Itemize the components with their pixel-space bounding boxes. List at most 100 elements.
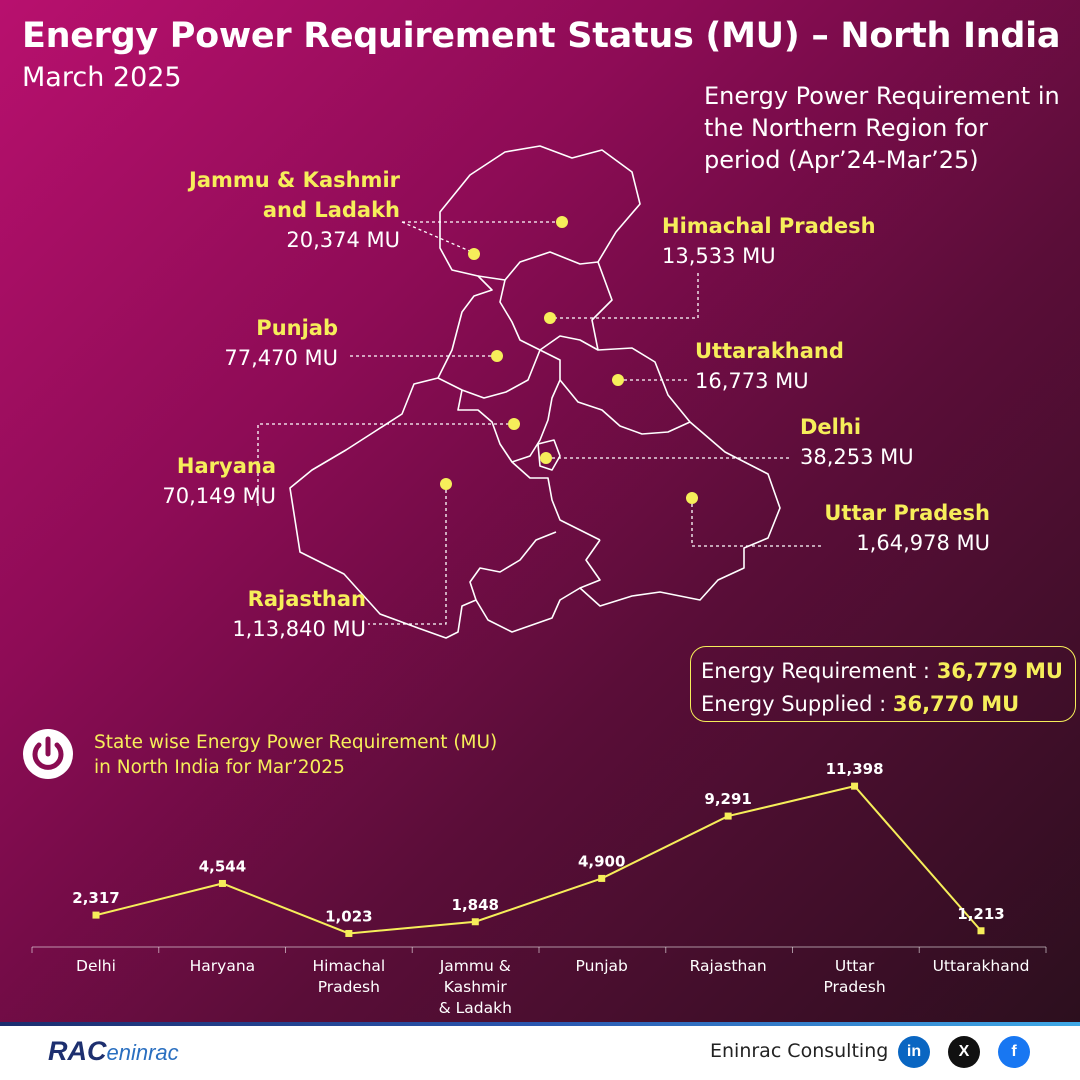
requirement-row: Energy Requirement : 36,779 MU <box>701 655 1075 688</box>
category-label-line: Rajasthan <box>690 957 767 975</box>
data-point <box>218 879 226 887</box>
category-label: Uttarakhand <box>933 957 1030 975</box>
data-label: 1,848 <box>452 896 499 914</box>
state-value: 13,533 MU <box>662 244 776 268</box>
data-point <box>471 918 479 926</box>
label-uttar-pradesh: Uttar Pradesh 1,64,978 MU <box>800 498 990 558</box>
state-value: 70,149 MU <box>162 484 276 508</box>
linkedin-icon[interactable]: in <box>898 1036 930 1068</box>
jk-hp-border <box>477 251 599 281</box>
state-value: 1,64,978 MU <box>856 531 990 555</box>
data-point <box>345 929 353 937</box>
hp-punjab-border <box>499 279 541 351</box>
category-label: Delhi <box>76 957 116 975</box>
power-icon <box>23 729 73 779</box>
state-name: Rajasthan <box>247 587 366 611</box>
label-rajasthan: Rajasthan 1,13,840 MU <box>200 584 366 644</box>
marker-punjab <box>491 350 503 362</box>
requirement-label: Energy Requirement : <box>701 659 937 683</box>
data-point <box>724 812 732 820</box>
data-label: 2,317 <box>72 889 119 907</box>
marker-jk-top <box>556 216 568 228</box>
eninrac-logo[interactable]: RACeninrac <box>48 1036 179 1076</box>
facebook-icon[interactable]: f <box>998 1036 1030 1068</box>
page-subtitle: March 2025 <box>22 62 182 93</box>
line-chart: 2,317 Delhi 4,544 Haryana 1,023 Himachal Prade… <box>72 760 1030 1017</box>
data-point <box>92 911 100 919</box>
data-point <box>851 782 859 790</box>
state-name: Delhi <box>800 415 862 439</box>
marker-uttarakhand <box>612 374 624 386</box>
state-name: Punjab <box>256 316 338 340</box>
state-value: 1,13,840 MU <box>232 617 366 641</box>
category-label: Jammu & Kashmir & Ladakh <box>439 957 512 1017</box>
supplied-value: 36,770 MU <box>892 692 1020 716</box>
category-label: Uttar Pradesh <box>823 957 885 996</box>
leader-hp <box>548 270 699 319</box>
category-label: Rajasthan <box>690 957 767 975</box>
category-label-line: Jammu & <box>439 957 511 975</box>
category-label-line: Uttar <box>835 957 875 975</box>
category-label-line: Himachal <box>312 957 385 975</box>
marker-haryana <box>508 418 520 430</box>
label-punjab: Punjab 77,470 MU <box>180 313 338 373</box>
label-delhi: Delhi 38,253 MU <box>800 412 914 472</box>
x-icon[interactable]: X <box>948 1036 980 1068</box>
state-value: 20,374 MU <box>286 228 400 252</box>
state-value: 77,470 MU <box>224 346 338 370</box>
data-point <box>598 874 606 882</box>
hp-uk-border <box>539 335 599 351</box>
footer: RACeninrac <box>0 1022 1080 1080</box>
data-label: 1,213 <box>957 905 1004 923</box>
chart-title-line2: in North India for Mar’2025 <box>94 757 345 778</box>
marker-delhi <box>540 452 552 464</box>
chart-title-line1: State wise Energy Power Requirement (MU) <box>94 732 498 753</box>
footer-accent-bar <box>0 1022 1080 1026</box>
state-name: Haryana <box>176 454 276 478</box>
category-label-line: Delhi <box>76 957 116 975</box>
north-india-map <box>257 145 824 639</box>
leader-up <box>691 498 824 547</box>
state-name: Jammu & Kashmir <box>189 168 400 192</box>
state-name: Uttarakhand <box>695 339 844 363</box>
marker-up <box>686 492 698 504</box>
delhi-border <box>537 439 561 471</box>
category-label: Haryana <box>190 957 256 975</box>
haryana-rajasthan-border <box>511 461 601 541</box>
leader-haryana <box>257 423 514 506</box>
data-label: 1,023 <box>325 907 372 925</box>
uk-up-border <box>559 379 691 435</box>
category-label-line: Pradesh <box>318 978 380 996</box>
chart-title: State wise Energy Power Requirement (MU)… <box>94 730 497 780</box>
data-label: 11,398 <box>826 760 884 778</box>
region-outline <box>289 145 781 639</box>
marker-rajasthan <box>440 478 452 490</box>
label-jammu-kashmir: Jammu & Kashmir and Ladakh 20,374 MU <box>170 165 400 255</box>
data-point <box>977 927 985 935</box>
requirement-value: 36,779 MU <box>936 659 1063 683</box>
category-label-line: & Ladakh <box>439 999 512 1017</box>
punjab-south-border <box>437 349 541 399</box>
label-uttarakhand: Uttarakhand 16,773 MU <box>695 336 844 396</box>
category-label-line: Haryana <box>190 957 256 975</box>
category-label-line: Pradesh <box>823 978 885 996</box>
totals-box: Energy Requirement : 36,779 MU Energy Su… <box>690 646 1076 722</box>
infographic: Energy Power Requirement Status (MU) – N… <box>0 0 1080 1022</box>
state-name-line2: and Ladakh <box>262 198 400 222</box>
category-label-line: Uttarakhand <box>933 957 1030 975</box>
category-label-line: Punjab <box>576 957 628 975</box>
state-value: 38,253 MU <box>800 445 914 469</box>
state-borders <box>289 145 781 639</box>
logo-rac: RAC <box>48 1036 107 1066</box>
company-name: Eninrac Consulting <box>710 1040 889 1062</box>
label-himachal-pradesh: Himachal Pradesh 13,533 MU <box>662 211 876 271</box>
rajasthan-notch <box>469 531 557 601</box>
logo-eninrac: eninrac <box>106 1040 179 1065</box>
category-label: Himachal Pradesh <box>312 957 385 996</box>
label-haryana: Haryana 70,149 MU <box>140 451 276 511</box>
rajasthan-up-border <box>579 539 601 589</box>
supplied-label: Energy Supplied : <box>701 692 893 716</box>
period-note: Energy Power Requirement in the Northern… <box>704 82 1060 174</box>
leader-jk-dot <box>401 221 473 253</box>
data-label: 9,291 <box>704 790 751 808</box>
